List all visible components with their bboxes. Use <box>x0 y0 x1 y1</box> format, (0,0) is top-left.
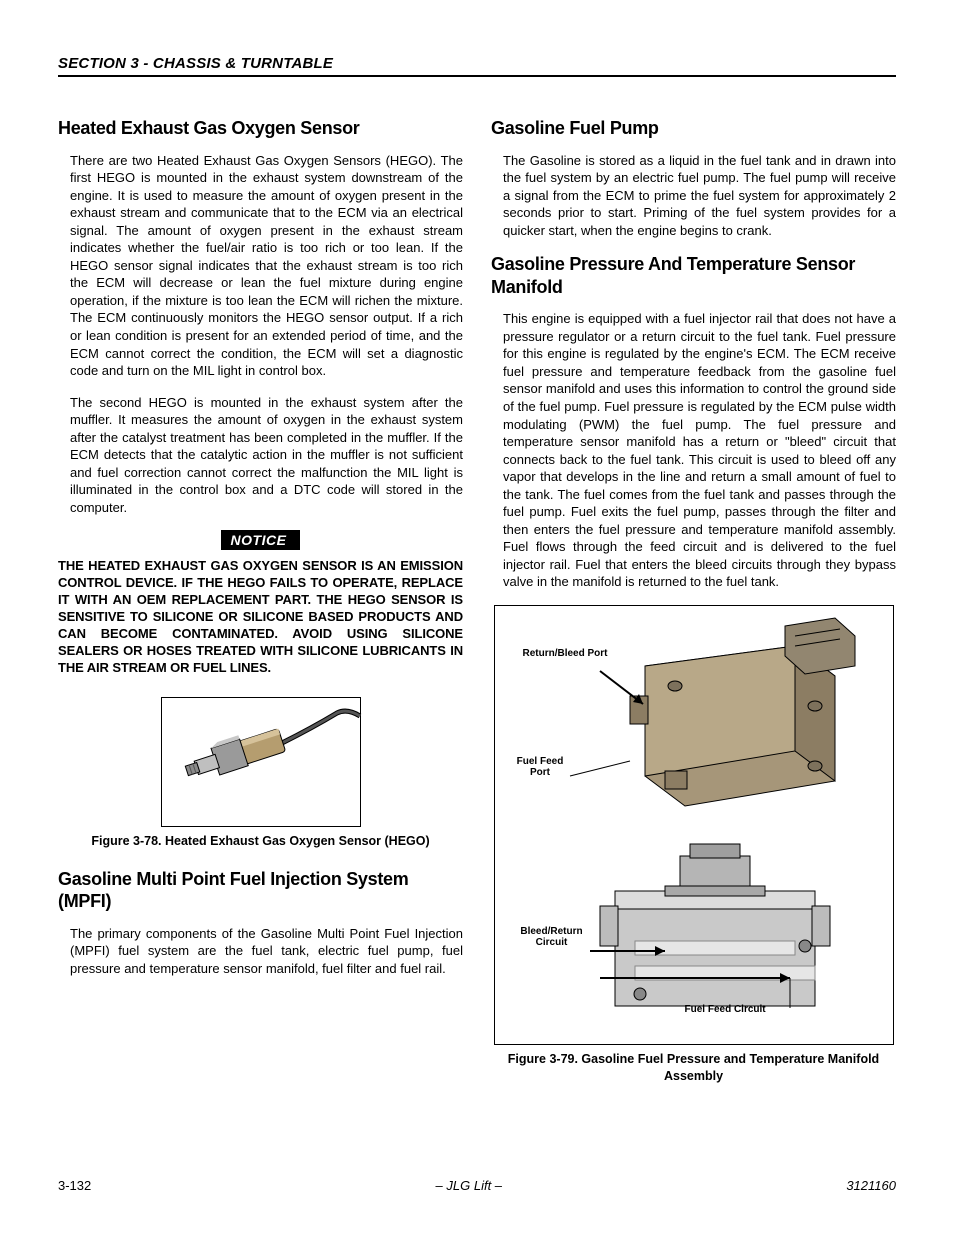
figure-3-78: Figure 3-78. Heated Exhaust Gas Oxygen S… <box>58 697 463 850</box>
label-fuel-feed-port: Fuel Feed Port <box>513 756 568 778</box>
notice-banner: NOTICE <box>221 530 301 550</box>
para-hego-2: The second HEGO is mounted in the exhaus… <box>58 394 463 517</box>
label-bleed-return-circuit: Bleed/Return Circuit <box>517 926 587 948</box>
figure-3-79-caption: Figure 3-79. Gasoline Fuel Pressure and … <box>491 1051 896 1085</box>
para-hego-1: There are two Heated Exhaust Gas Oxygen … <box>58 152 463 380</box>
para-mpfi: The primary components of the Gasoline M… <box>58 925 463 978</box>
figure-3-79: Return/Bleed Port Fuel Feed Port Bleed/R… <box>491 605 896 1085</box>
notice-text: THE HEATED EXHAUST GAS OXYGEN SENSOR IS … <box>58 558 463 676</box>
content-columns: Heated Exhaust Gas Oxygen Sensor There a… <box>58 117 896 1103</box>
para-manifold: This engine is equipped with a fuel inje… <box>491 310 896 591</box>
section-title: SECTION 3 - CHASSIS & TURNTABLE <box>58 55 333 72</box>
page-header: SECTION 3 - CHASSIS & TURNTABLE <box>58 55 896 77</box>
footer-center: – JLG Lift – <box>436 1178 502 1193</box>
heading-fuel-pump: Gasoline Fuel Pump <box>491 117 896 140</box>
footer-doc-number: 3121160 <box>846 1178 896 1193</box>
left-column: Heated Exhaust Gas Oxygen Sensor There a… <box>58 117 463 1103</box>
page-footer: 3-132 – JLG Lift – 3121160 <box>58 1178 896 1193</box>
heading-manifold: Gasoline Pressure And Temperature Sensor… <box>491 253 896 298</box>
label-return-bleed-port: Return/Bleed Port <box>523 648 608 659</box>
figure-3-78-caption: Figure 3-78. Heated Exhaust Gas Oxygen S… <box>58 833 463 850</box>
footer-page-number: 3-132 <box>58 1178 91 1193</box>
heading-mpfi: Gasoline Multi Point Fuel Injection Syst… <box>58 868 463 913</box>
manifold-illustration: Return/Bleed Port Fuel Feed Port Bleed/R… <box>494 605 894 1045</box>
heading-hego: Heated Exhaust Gas Oxygen Sensor <box>58 117 463 140</box>
label-fuel-feed-circuit: Fuel Feed Circuit <box>685 1004 766 1015</box>
hego-sensor-illustration <box>161 697 361 827</box>
right-column: Gasoline Fuel Pump The Gasoline is store… <box>491 117 896 1103</box>
para-fuel-pump: The Gasoline is stored as a liquid in th… <box>491 152 896 240</box>
